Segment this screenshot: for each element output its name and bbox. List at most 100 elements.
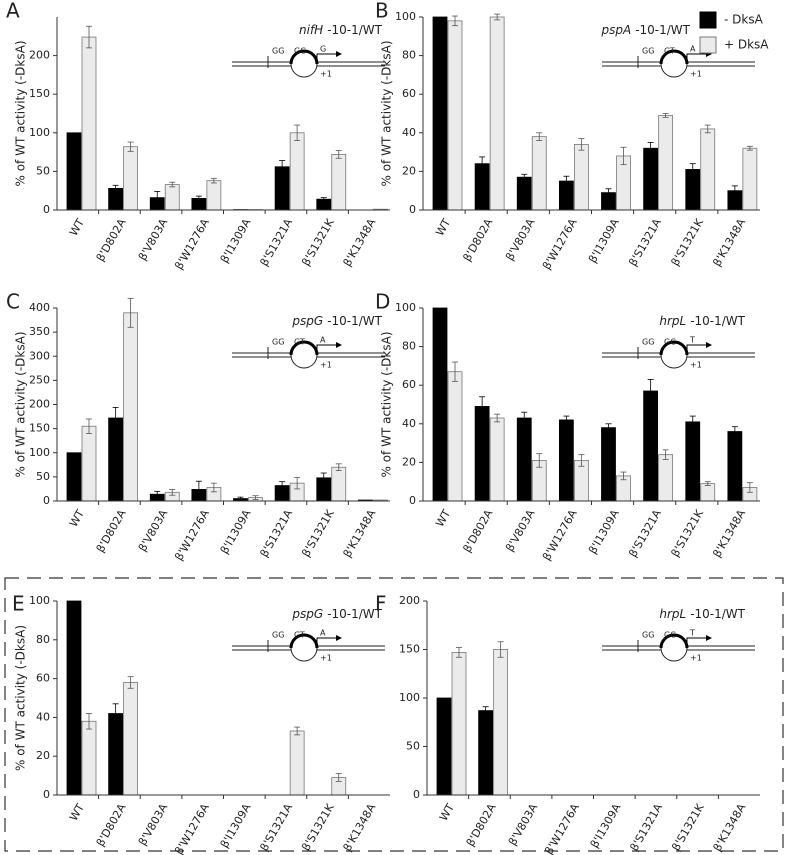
error-bar bbox=[335, 463, 342, 472]
y-tick-label: 50 bbox=[36, 470, 50, 483]
diagram-label: T bbox=[689, 336, 695, 345]
x-tick-label: β'I1309A bbox=[588, 801, 624, 850]
y-tick-label: 150 bbox=[29, 87, 50, 100]
diagram-label: GT bbox=[294, 631, 305, 640]
panel-letter: D bbox=[375, 290, 390, 314]
x-tick-label: β'S1321K bbox=[669, 801, 707, 853]
legend-label: - DksA bbox=[724, 13, 764, 27]
diagram-label: GC bbox=[294, 47, 306, 56]
arrow bbox=[686, 344, 706, 351]
x-tick-label: β'D802A bbox=[461, 216, 496, 264]
diagram-label: A bbox=[690, 45, 696, 54]
error-bar bbox=[620, 146, 627, 166]
error-bar bbox=[494, 13, 501, 21]
bar bbox=[331, 154, 347, 211]
error-bar bbox=[237, 496, 244, 501]
diagram-label: GT bbox=[294, 338, 305, 347]
bar bbox=[573, 143, 589, 211]
error-bar bbox=[620, 471, 627, 481]
bar bbox=[531, 136, 547, 211]
title-suffix: -10-1/WT bbox=[327, 314, 382, 328]
x-tick-label: β'S1321K bbox=[669, 507, 707, 559]
bar bbox=[66, 132, 82, 211]
diagram-label: +1 bbox=[320, 361, 332, 370]
bubble-top bbox=[659, 633, 689, 649]
bar bbox=[742, 147, 758, 211]
bar bbox=[108, 713, 124, 796]
arrow-head bbox=[336, 342, 342, 348]
error-bar bbox=[521, 411, 528, 425]
panel-letter: C bbox=[6, 290, 20, 314]
gene-name: nifH bbox=[299, 23, 323, 37]
bar bbox=[493, 649, 509, 796]
arrow-head bbox=[336, 51, 342, 57]
error-bar bbox=[127, 676, 134, 689]
error-bar bbox=[195, 195, 202, 202]
bubble-top bbox=[289, 633, 319, 649]
bar bbox=[601, 427, 616, 502]
error-bar bbox=[252, 495, 259, 500]
y-tick-label: 100 bbox=[29, 594, 50, 607]
y-tick-label: 80 bbox=[402, 340, 416, 353]
error-bar bbox=[112, 703, 119, 724]
bar bbox=[436, 697, 452, 796]
bar bbox=[700, 128, 716, 211]
error-bar bbox=[479, 396, 486, 417]
y-tick-label: 60 bbox=[402, 87, 416, 100]
x-tick-label: β'D802A bbox=[461, 507, 496, 555]
panel-title: hrpL -10-1/WT bbox=[659, 314, 745, 328]
title-suffix: -10-1/WT bbox=[690, 314, 745, 328]
diagram-label: +1 bbox=[320, 654, 332, 663]
bubble-top bbox=[289, 49, 319, 65]
x-tick-label: β'K1348A bbox=[710, 507, 748, 560]
bar bbox=[81, 36, 97, 211]
error-bar bbox=[731, 185, 738, 196]
arrow bbox=[686, 53, 706, 60]
error-bar bbox=[536, 132, 543, 141]
error-bar bbox=[210, 482, 217, 493]
error-bar bbox=[456, 647, 462, 658]
x-tick-label: β'K1348A bbox=[341, 507, 379, 560]
error-bar bbox=[279, 160, 286, 174]
y-tick-label: 0 bbox=[413, 788, 420, 801]
y-tick-label: 250 bbox=[29, 373, 50, 386]
arrow bbox=[316, 53, 336, 60]
y-tick-label: 300 bbox=[29, 349, 50, 362]
y-tick-label: 40 bbox=[402, 417, 416, 430]
bar bbox=[81, 720, 97, 796]
x-tick-label: β'D802A bbox=[94, 801, 129, 849]
panel-title: pspG -10-1/WT bbox=[291, 607, 382, 621]
panel-title: nifH -10-1/WT bbox=[299, 23, 383, 37]
bar bbox=[516, 417, 532, 502]
diagram-label: GC bbox=[664, 338, 676, 347]
bar bbox=[66, 452, 82, 502]
y-tick-label: 80 bbox=[36, 633, 50, 646]
y-axis-label: % of WT activity (-DksA) bbox=[14, 41, 28, 187]
y-axis-label: % of WT activity (-DksA) bbox=[14, 625, 28, 771]
arrow bbox=[316, 344, 336, 351]
bar bbox=[123, 682, 139, 796]
x-tick-label: β'S1321A bbox=[258, 801, 296, 853]
error-bar bbox=[563, 175, 570, 187]
error-bar bbox=[689, 163, 696, 176]
error-bar bbox=[731, 426, 738, 437]
x-tick-label: β'S1321A bbox=[626, 507, 664, 559]
bubble-top bbox=[659, 49, 689, 65]
y-tick-label: 100 bbox=[399, 691, 420, 704]
error-bar bbox=[662, 449, 669, 460]
bar bbox=[164, 184, 180, 211]
y-tick-label: 20 bbox=[402, 455, 416, 468]
bar bbox=[478, 710, 494, 796]
diagram-label: GC bbox=[664, 631, 676, 640]
diagram-label: GG bbox=[642, 47, 654, 56]
error-bar bbox=[689, 415, 696, 429]
y-tick-label: 100 bbox=[29, 126, 50, 139]
diagram-label: +1 bbox=[690, 361, 702, 370]
error-bar bbox=[746, 145, 753, 151]
x-tick-label: β'W1276A bbox=[172, 507, 212, 563]
panel-letter: E bbox=[12, 592, 25, 616]
arrow bbox=[686, 637, 706, 644]
error-bar bbox=[578, 138, 585, 151]
arrow-head bbox=[706, 635, 712, 641]
bar bbox=[727, 431, 743, 502]
